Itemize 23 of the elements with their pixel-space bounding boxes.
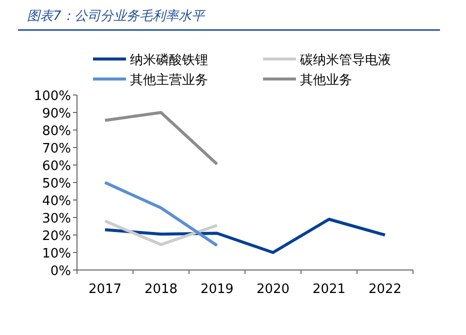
x-tick-label: 2018 bbox=[144, 282, 178, 297]
legend-label: 纳米磷酸铁锂 bbox=[130, 53, 208, 68]
y-tick-label: 40% bbox=[42, 194, 71, 209]
y-tick-label: 70% bbox=[42, 142, 71, 156]
y-tick-label: 50% bbox=[42, 176, 71, 192]
legend-label: 其他主营业务 bbox=[130, 72, 208, 88]
line-series bbox=[104, 218, 386, 254]
y-tick-label: 20% bbox=[42, 229, 71, 244]
y-tick-label: 90% bbox=[42, 106, 71, 122]
y-tick-label: 80% bbox=[42, 124, 71, 139]
x-tick-label: 2019 bbox=[200, 282, 234, 297]
y-tick-label: 100% bbox=[34, 89, 71, 104]
x-tick-label: 2017 bbox=[88, 282, 122, 297]
x-tick-label: 2020 bbox=[256, 282, 290, 297]
x-tick-label: 2022 bbox=[368, 282, 402, 297]
chart-title: 图表7：公司分业务毛利率水平 bbox=[27, 8, 206, 24]
legend-label: 碳纳米管导电液 bbox=[299, 53, 391, 68]
y-tick-label: 0% bbox=[50, 264, 71, 279]
y-tick-label: 60% bbox=[42, 159, 71, 174]
legend-label: 其他业务 bbox=[300, 73, 352, 88]
y-tick-label: 10% bbox=[42, 246, 71, 262]
y-tick-label: 30% bbox=[42, 212, 71, 226]
x-tick-label: 2021 bbox=[312, 282, 346, 297]
